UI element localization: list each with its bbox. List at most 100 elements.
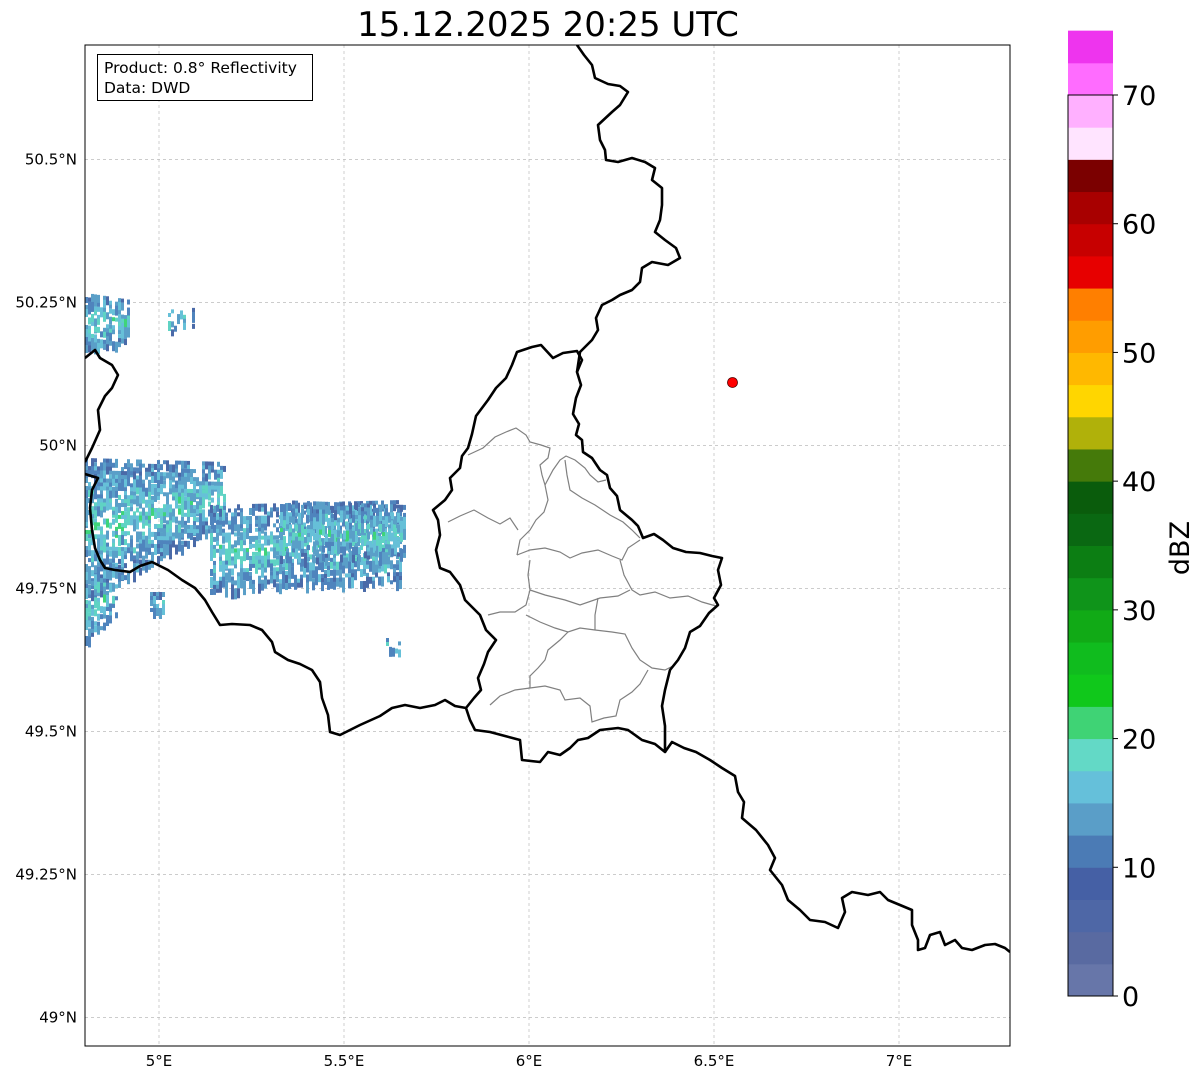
echo-pixel [322, 525, 325, 536]
echo-pixel [91, 562, 94, 568]
echo-pixel [103, 331, 106, 338]
echo-pixel [342, 553, 345, 558]
echo-pixel [172, 540, 175, 548]
echo-pixel [184, 476, 187, 488]
echo-pixel [358, 547, 361, 555]
echo-pixel [360, 557, 363, 566]
echo-pixel [154, 531, 157, 540]
echo-pixel [222, 536, 225, 544]
echo-pixel [103, 482, 106, 491]
echo-pixel [151, 483, 154, 495]
echo-pixel [237, 548, 240, 560]
echo-pixel [97, 326, 100, 333]
echo-pixel [403, 520, 406, 531]
echo-pixel [309, 554, 312, 560]
echo-pixel [240, 524, 243, 529]
echo-pixel [154, 523, 157, 529]
echo-pixel [363, 528, 366, 534]
echo-pixel [216, 504, 219, 512]
echo-pixel [148, 547, 151, 555]
echo-pixel [148, 507, 151, 518]
echo-pixel [85, 478, 88, 483]
echo-pixel [261, 583, 264, 591]
echo-pixel [385, 532, 388, 541]
echo-pixel [315, 578, 318, 586]
echo-pixel [112, 486, 115, 492]
echo-pixel [258, 539, 261, 544]
echo-pixel [145, 515, 148, 521]
echo-pixel [142, 531, 145, 536]
echo-pixel [225, 512, 228, 517]
echo-pixel [373, 543, 376, 549]
echo-pixel [386, 638, 389, 642]
echo-pixel [127, 479, 130, 487]
echo-pixel [133, 471, 136, 482]
echo-pixel [118, 550, 121, 556]
echo-pixel [219, 528, 222, 536]
echo-pixel [255, 555, 258, 560]
echo-pixel [345, 573, 348, 578]
echo-pixel [373, 531, 376, 543]
echo-pixel [124, 563, 127, 569]
colorbar-swatch [1068, 255, 1113, 289]
echo-pixel [328, 537, 331, 545]
echo-pixel [292, 508, 295, 513]
echo-pixel [375, 556, 378, 562]
echo-pixel [169, 512, 172, 519]
echo-pixel [97, 466, 100, 474]
echo-pixel [397, 504, 400, 509]
echo-pixel [366, 520, 369, 526]
echo-pixel [91, 506, 94, 516]
echo-pixel [234, 532, 237, 537]
echo-pixel [361, 511, 364, 517]
echo-pixel [109, 316, 112, 325]
echo-pixel [261, 571, 264, 577]
echo-pixel [187, 468, 190, 475]
echo-pixel [103, 311, 106, 322]
echo-pixel [306, 562, 309, 573]
echo-pixel [85, 502, 88, 510]
echo-pixel [190, 489, 193, 495]
echo-pixel [145, 467, 148, 475]
echo-pixel [91, 341, 94, 351]
echo-pixel [336, 581, 339, 586]
echo-pixel [258, 515, 261, 525]
echo-pixel [97, 573, 100, 585]
colorbar-swatch [1068, 674, 1113, 707]
echo-pixel [136, 487, 139, 495]
echo-pixel [163, 552, 166, 559]
echo-pixel [313, 509, 316, 520]
echo-pixel [151, 539, 154, 546]
echo-pixel [388, 544, 391, 556]
echo-pixel [298, 540, 301, 551]
echo-pixel [219, 548, 222, 559]
echo-pixel [85, 604, 88, 608]
echo-pixel [276, 535, 279, 540]
echo-pixel [273, 583, 276, 588]
echo-pixel [334, 510, 337, 521]
country-borders [85, 45, 1010, 954]
district-border [529, 589, 631, 606]
echo-pixel [193, 521, 196, 529]
echo-pixel [255, 559, 258, 566]
echo-pixel [276, 575, 279, 583]
echo-pixel [208, 501, 211, 507]
echo-pixel [115, 562, 118, 569]
echo-pixel [273, 507, 276, 512]
echo-pixel [88, 345, 91, 353]
echo-pixel [369, 560, 372, 572]
echo-pixel [309, 562, 312, 570]
echo-pixel [231, 560, 234, 566]
echo-pixel [160, 552, 163, 558]
echo-pixel [121, 479, 124, 484]
colorbar-swatch [1068, 835, 1113, 868]
echo-pixel [403, 512, 406, 518]
echo-pixel [124, 479, 127, 488]
echo-pixel [223, 493, 226, 502]
echo-pixel [349, 542, 352, 549]
echo-pixel [139, 547, 142, 559]
echo-pixel [339, 569, 342, 580]
echo-pixel [88, 325, 91, 333]
echo-pixel [352, 530, 355, 542]
echo-pixel [109, 324, 112, 332]
